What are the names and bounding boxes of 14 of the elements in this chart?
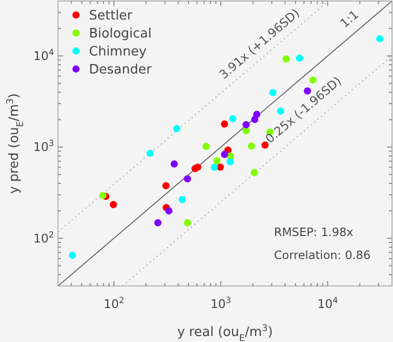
annotation: 1:1 — [338, 7, 362, 31]
x-tick-label: 10$^{3}$ — [210, 295, 232, 311]
annotation: RMSEP: 1.98x — [274, 225, 354, 239]
y-tick-label: 10$^{2}$ — [33, 229, 54, 246]
legend-label: Desander — [89, 62, 152, 78]
legend-label: Biological — [89, 26, 152, 42]
y-tick-label: 10$^{3}$ — [33, 138, 54, 154]
x-tick-label: 10$^{2}$ — [104, 295, 124, 311]
x-axis-title: y real (ou$_{E}$/m$^{3}$) — [177, 324, 273, 342]
x-tick-label: 10$^{4}$ — [317, 295, 338, 311]
annotation: Correlation: 0.86 — [274, 248, 371, 262]
y-tick-label: 10$^{4}$ — [33, 46, 54, 63]
legend-label: Settler — [89, 8, 134, 24]
legend-label: Chimney — [89, 44, 147, 60]
